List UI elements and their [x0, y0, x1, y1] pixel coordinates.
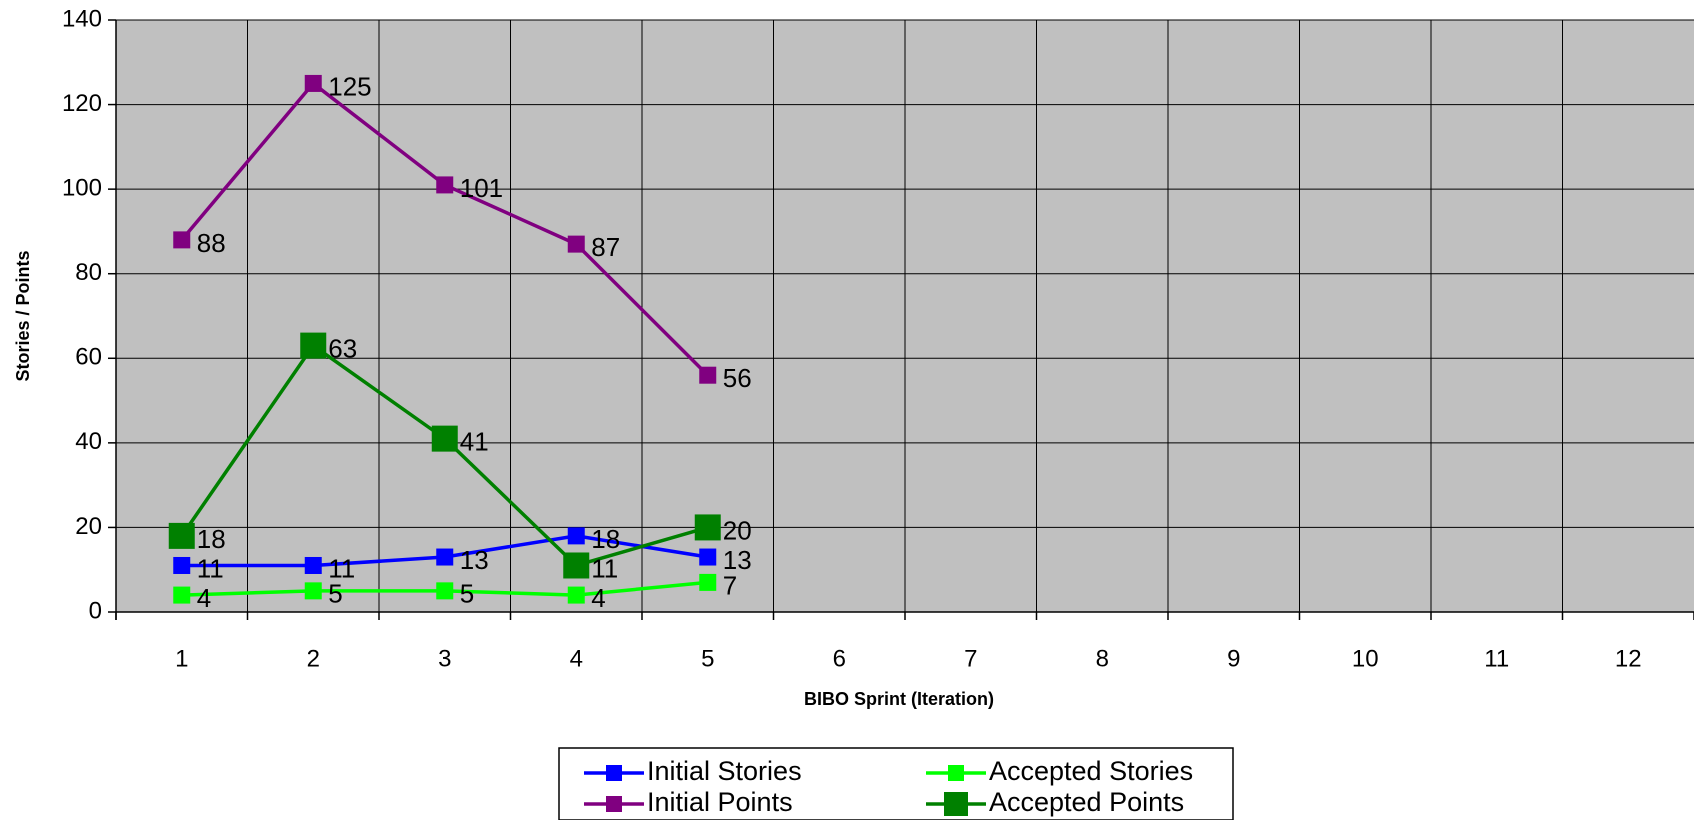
x-tick-label: 9 — [1227, 645, 1240, 672]
data-point — [567, 586, 585, 604]
data-label: 87 — [591, 232, 620, 262]
data-label: 11 — [197, 553, 224, 583]
legend: Initial Stories Accepted Stories Initial P… — [558, 747, 1234, 820]
data-label: 11 — [328, 553, 355, 583]
data-point — [567, 235, 585, 253]
data-point — [699, 548, 717, 566]
x-tick-label: 5 — [701, 645, 714, 672]
series — [168, 74, 721, 604]
y-tick-label: 140 — [62, 5, 102, 32]
data-point — [436, 548, 454, 566]
data-label: 18 — [197, 524, 226, 554]
legend-marker — [948, 765, 964, 781]
data-point — [436, 582, 454, 600]
y-axis-title: Stories / Points — [13, 250, 33, 381]
data-label: 20 — [723, 515, 752, 545]
data-point — [431, 425, 458, 452]
data-point — [436, 176, 454, 194]
data-label: 63 — [328, 333, 357, 363]
legend-label: Initial Points — [647, 787, 793, 817]
y-tick-label: 60 — [75, 344, 102, 371]
data-label: 13 — [723, 545, 752, 575]
data-point — [173, 231, 191, 249]
legend-label: Accepted Points — [989, 787, 1184, 817]
x-axis-title: BIBO Sprint (Iteration) — [804, 689, 994, 709]
data-label: 88 — [197, 228, 226, 258]
data-label: 125 — [328, 71, 371, 101]
y-tick-label: 120 — [62, 90, 102, 117]
legend-label: Accepted Stories — [989, 756, 1193, 786]
data-point — [304, 74, 322, 92]
x-tick-label: 6 — [833, 645, 846, 672]
x-tick-label: 4 — [570, 645, 583, 672]
x-tick-label: 12 — [1615, 645, 1642, 672]
data-labels: 11 11 13 18 13 88 125 101 87 56 4 5 5 4 7 18 63 41 11 20 — [197, 71, 752, 613]
data-point — [304, 582, 322, 600]
data-point — [699, 366, 717, 384]
data-point — [173, 556, 191, 574]
legend-box — [558, 747, 1234, 820]
x-tick-label: 10 — [1352, 645, 1379, 672]
data-label: 11 — [591, 553, 618, 583]
data-point — [563, 552, 590, 579]
data-label: 41 — [460, 427, 489, 457]
data-point — [567, 527, 585, 545]
y-tick-label: 80 — [75, 259, 102, 286]
data-point — [168, 522, 195, 549]
y-tick-label: 0 — [89, 597, 102, 624]
data-label: 56 — [723, 363, 752, 393]
data-point — [699, 573, 717, 591]
gridlines — [116, 19, 1694, 612]
x-tick-label: 2 — [307, 645, 320, 672]
data-point — [300, 332, 327, 359]
data-point — [173, 586, 191, 604]
x-tick-label: 11 — [1484, 645, 1509, 672]
x-tick-label: 1 — [175, 645, 188, 672]
x-tick-label: 7 — [964, 645, 977, 672]
data-label: 13 — [460, 545, 489, 575]
data-point — [304, 556, 322, 574]
legend-marker — [606, 765, 622, 781]
data-label: 7 — [723, 570, 737, 600]
x-tick-label: 8 — [1096, 645, 1109, 672]
data-label: 18 — [591, 524, 620, 554]
x-tick-label: 3 — [438, 645, 451, 672]
y-tick-label: 20 — [75, 513, 102, 540]
legend-marker — [944, 792, 968, 816]
data-label: 4 — [197, 583, 211, 613]
y-tick-label: 40 — [75, 428, 102, 455]
data-label: 5 — [328, 579, 342, 609]
data-label: 5 — [460, 579, 474, 609]
data-label: 101 — [460, 173, 503, 203]
legend-label: Initial Stories — [647, 756, 802, 786]
data-label: 4 — [591, 583, 605, 613]
y-tick-label: 100 — [62, 174, 102, 201]
legend-marker — [606, 796, 622, 812]
data-point — [694, 514, 721, 541]
